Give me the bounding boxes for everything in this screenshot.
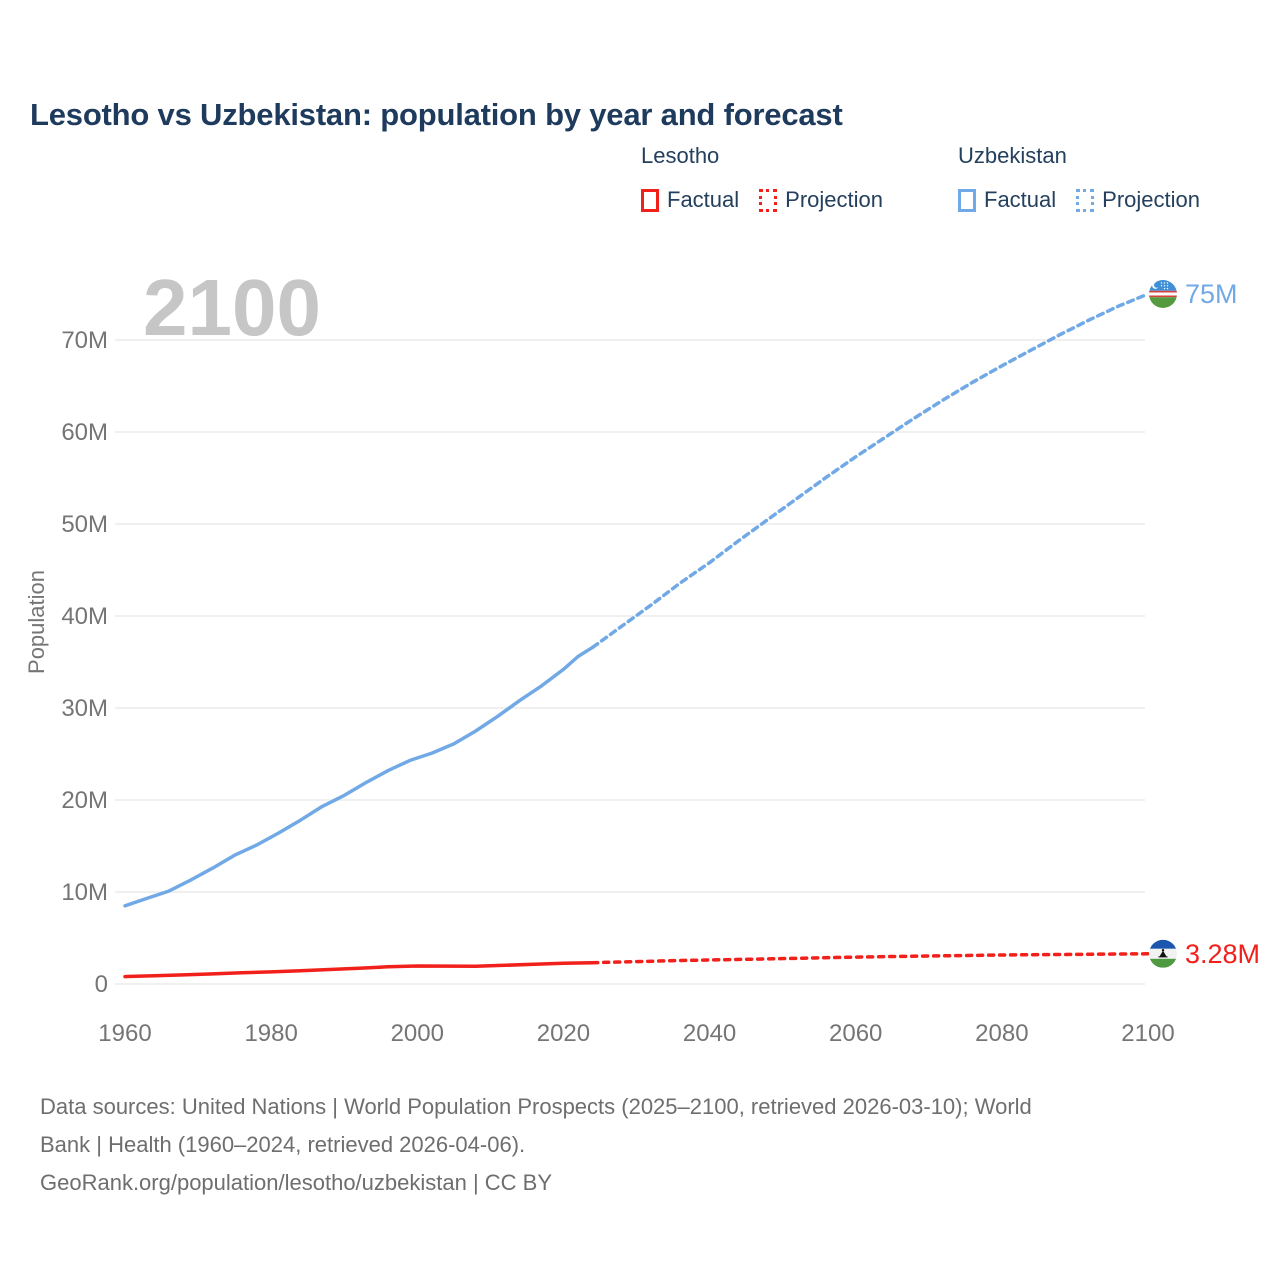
x-tick-label: 1960 <box>98 1020 151 1047</box>
legend-item-label: Factual <box>667 187 740 212</box>
x-tick-label: 2100 <box>1121 1020 1174 1047</box>
y-axis-title: Population <box>24 570 49 674</box>
x-tick-label: 2040 <box>683 1020 736 1047</box>
dotted-line-swatch-icon <box>1076 188 1095 212</box>
series-lesotho-projection <box>590 952 1150 965</box>
y-tick-label: 70M <box>61 327 108 354</box>
legend-item-label: Projection <box>1102 187 1200 212</box>
data-sources-text-line2: Bank | Health (1960–2024, retrieved 2026… <box>40 1132 526 1158</box>
legend-group-lesotho: Lesotho Factual Projection <box>641 143 883 213</box>
y-tick-label: 40M <box>61 603 108 630</box>
x-tick-label: 2000 <box>391 1020 444 1047</box>
legend-item-label: Factual <box>984 187 1057 212</box>
lesotho-flag-icon <box>1149 939 1177 968</box>
legend-item-uzbekistan-projection[interactable]: Projection <box>1076 187 1200 213</box>
dotted-line-swatch-icon <box>759 188 778 212</box>
series-uzbekistan-projection <box>590 292 1150 650</box>
y-tick-label: 20M <box>61 787 108 814</box>
gridlines <box>115 339 1145 985</box>
x-tick-label: 2080 <box>975 1020 1028 1047</box>
legend-country-label: Lesotho <box>641 143 720 168</box>
legend-item-lesotho-projection[interactable]: Projection <box>759 187 883 213</box>
legend-group-uzbekistan: Uzbekistan Factual Projection <box>958 143 1200 213</box>
axis-tick-labels: 0 10M 20M 30M 40M 50M 60M 70M 1960 1980 2000 2020 20… <box>61 327 1174 1047</box>
y-tick-label: 0 <box>95 971 108 998</box>
legend-item-lesotho-factual[interactable]: Factual <box>641 187 739 213</box>
y-tick-label: 10M <box>61 879 108 906</box>
footer: Data sources: United Nations | World Pop… <box>40 1088 1240 1202</box>
series-uzbekistan-factual <box>123 645 595 908</box>
data-sources-text-line1: Data sources: United Nations | World Pop… <box>40 1094 1032 1119</box>
solid-line-swatch-icon <box>958 188 976 212</box>
uzbekistan-flag-icon <box>1149 280 1177 308</box>
y-tick-label: 60M <box>61 419 108 446</box>
y-tick-label: 50M <box>61 511 108 538</box>
solid-line-swatch-icon <box>641 188 659 212</box>
end-value-label-lesotho: 3.28M <box>1185 939 1260 969</box>
x-tick-label: 2060 <box>829 1020 882 1047</box>
series-lesotho-factual <box>123 960 595 979</box>
data-series: 75M 3.28M <box>123 279 1260 979</box>
x-tick-label: 2020 <box>537 1020 590 1047</box>
legend-country-label: Uzbekistan <box>958 143 1067 168</box>
legend-item-label: Projection <box>785 187 883 212</box>
legend-item-uzbekistan-factual[interactable]: Factual <box>958 187 1056 213</box>
x-tick-label: 1980 <box>244 1020 297 1047</box>
page-title: Lesotho vs Uzbekistan: population by yea… <box>30 96 843 132</box>
y-tick-label: 30M <box>61 695 108 722</box>
end-value-label-uzbekistan: 75M <box>1185 279 1238 309</box>
attribution-text: GeoRank.org/population/lesotho/uzbekista… <box>40 1170 553 1196</box>
